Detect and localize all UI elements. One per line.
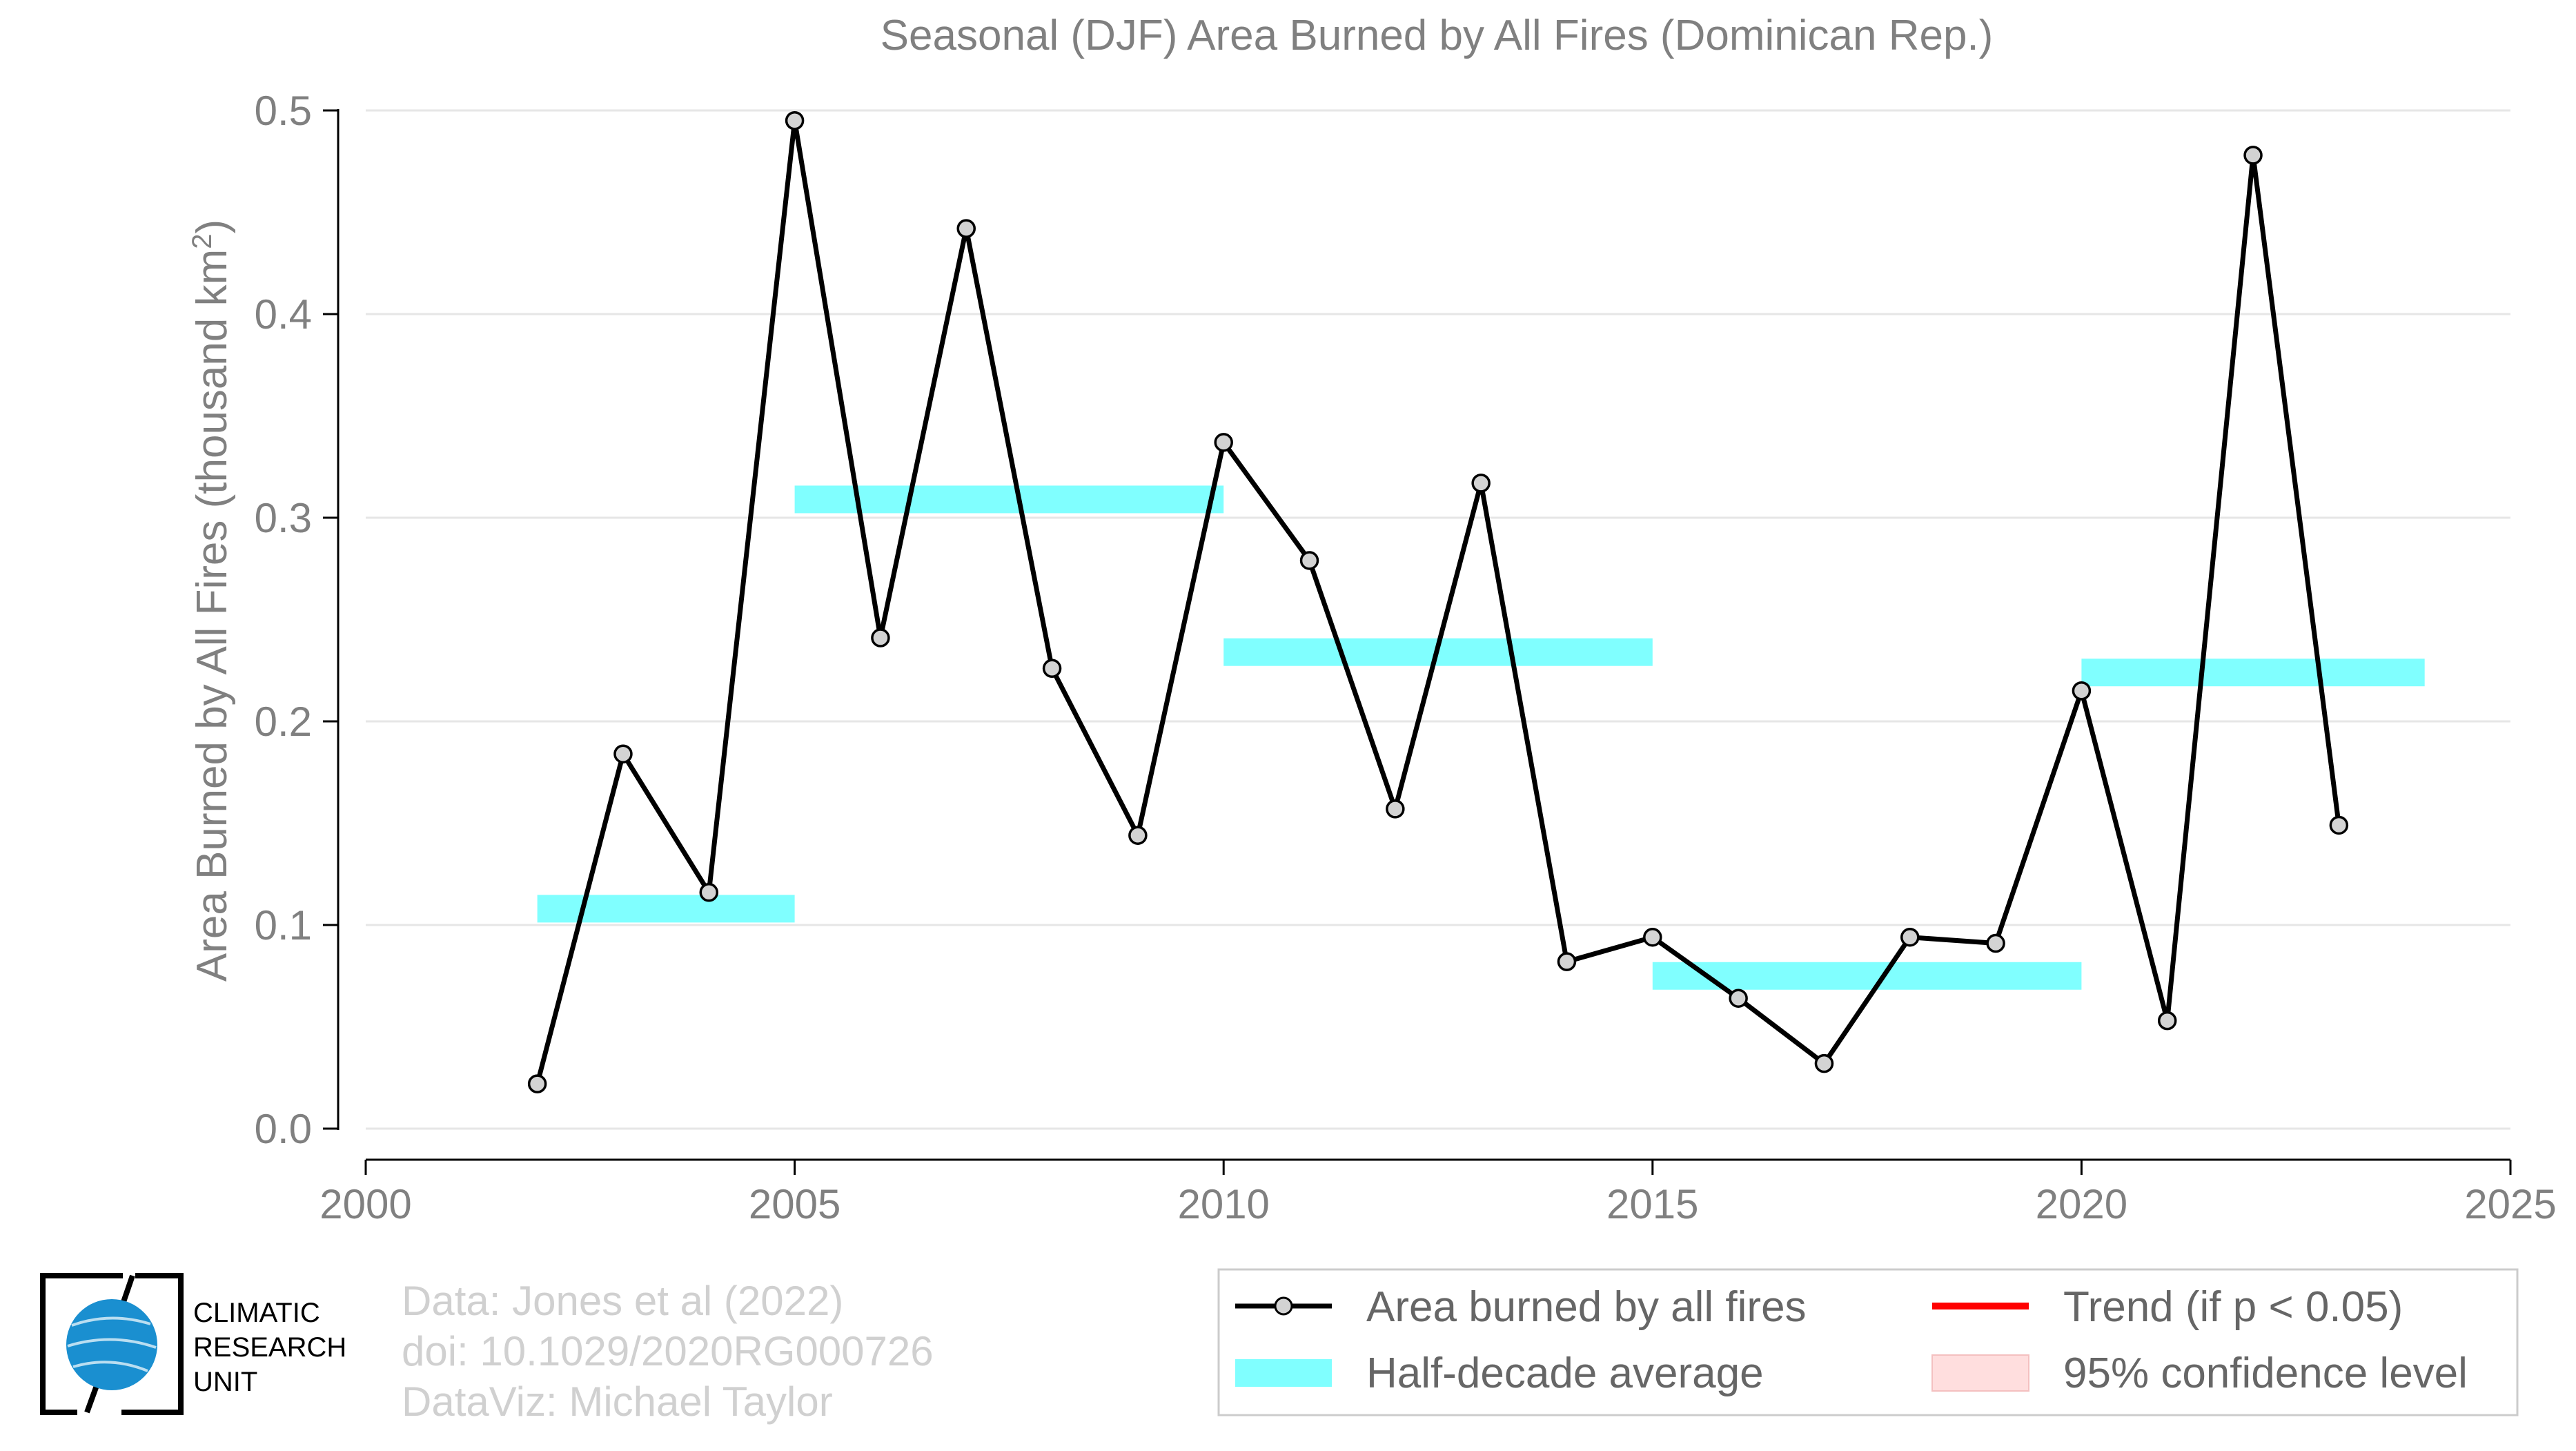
data-point [871,628,890,647]
y-tick-label: 0.0 [255,1106,312,1152]
data-point [1557,952,1577,971]
logo-line-2: RESEARCH [193,1332,346,1363]
y-tick-label: 0.3 [255,495,312,541]
series-line [535,118,2341,1084]
legend-label-area: Area burned by all fires [1366,1283,1807,1331]
data-point [1729,989,1748,1008]
gridlines [366,109,2510,1130]
x-tick-label: 2000 [319,1181,411,1227]
y-tick-label: 0.1 [255,902,312,948]
data-point [1214,433,1233,452]
axes: 0.0 0.1 0.2 0.3 0.4 0.5 2000 2005 2010 2015 2020 20… [255,88,2557,1227]
legend-label-confidence: 95% confidence level [2063,1350,2468,1397]
logo-line-3: UNIT [193,1367,257,1397]
half-decade-band [2081,659,2425,687]
data-point [527,1074,547,1093]
half-decade-band [1652,962,2082,990]
credit-doi: doi: 10.1029/2020RG000726 [402,1328,934,1374]
legend-key-halfdecade [1235,1359,1332,1387]
y-axis-label-close: ) [188,220,236,234]
legend-label-halfdecade: Half-decade average [1366,1350,1764,1397]
x-tick-label: 2020 [2036,1181,2127,1227]
chart-title: Seasonal (DJF) Area Burned by All Fires … [881,12,1994,59]
series-area-burned [527,111,2349,1093]
logo-frame-left [40,1273,123,1415]
logo-line-1: CLIMATIC [193,1298,320,1328]
x-tick-label: 2005 [749,1181,840,1227]
data-point [1986,933,2005,953]
data-point [1814,1053,1834,1073]
y-tick-label: 0.5 [255,88,312,134]
cru-logo: CLIMATIC RESEARCH UNIT [40,1273,346,1415]
data-point [699,883,719,902]
data-point [956,219,976,238]
legend-key-confidence [1931,1354,2029,1392]
y-axis-label-sup: 2 [187,234,217,249]
y-tick-label: 0.2 [255,699,312,745]
data-point [2072,681,2092,701]
data-point [1900,927,1920,947]
credit-dataviz: DataViz: Michael Taylor [402,1379,833,1425]
legend-box [1217,1268,2519,1416]
legend-label-trend: Trend (if p < 0.05) [2063,1283,2403,1331]
data-point [2243,146,2263,165]
data-point [1386,799,1405,819]
data-point [785,111,805,130]
data-point [1471,474,1491,493]
half-decade-band [794,485,1224,514]
y-axis-label: Area Burned by All Fires (thousand km2) [187,220,236,982]
y-tick-label: 0.4 [255,291,312,338]
credit-data: Data: Jones et al (2022) [402,1278,843,1324]
data-point [2329,815,2349,835]
logo-frame-right [121,1273,184,1415]
y-axis-label-main: Area Burned by All Fires (thousand km [188,249,236,982]
data-point [1042,659,1062,679]
data-point [1128,826,1148,845]
data-point [1299,551,1319,570]
x-tick-label: 2015 [1606,1181,1698,1227]
half-decade-band [537,895,795,923]
x-tick-label: 2025 [2464,1181,2556,1227]
legend: Area burned by all fires Trend (if p < 0… [1217,1268,2519,1416]
x-tick-label: 2010 [1177,1181,1269,1227]
data-point [613,744,633,763]
legend-key-area-marker [1274,1296,1293,1316]
data-point [1643,927,1662,947]
data-point [2157,1011,2177,1031]
